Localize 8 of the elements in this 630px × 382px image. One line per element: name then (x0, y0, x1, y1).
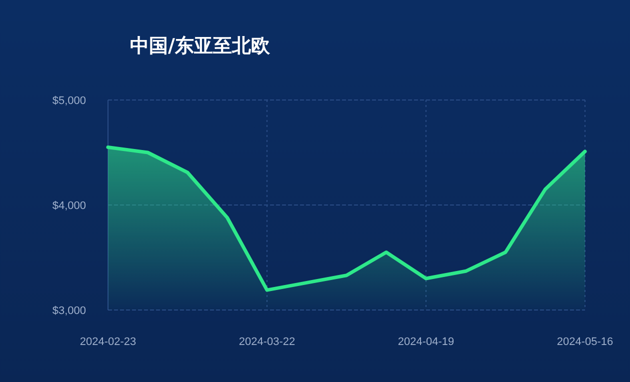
x-tick-label: 2024-03-22 (238, 336, 296, 348)
x-tick-label: 2024-04-19 (398, 336, 454, 348)
y-tick-label: $3,000 (52, 305, 86, 317)
x-tick-label: 2024-02-23 (80, 336, 136, 348)
y-tick-label: $5,000 (52, 95, 86, 107)
y-tick-label: $4,000 (52, 200, 86, 212)
x-tick-label: 2024-05-16 (556, 336, 614, 348)
chart-title: 中国/东亚至北欧 (130, 35, 271, 57)
